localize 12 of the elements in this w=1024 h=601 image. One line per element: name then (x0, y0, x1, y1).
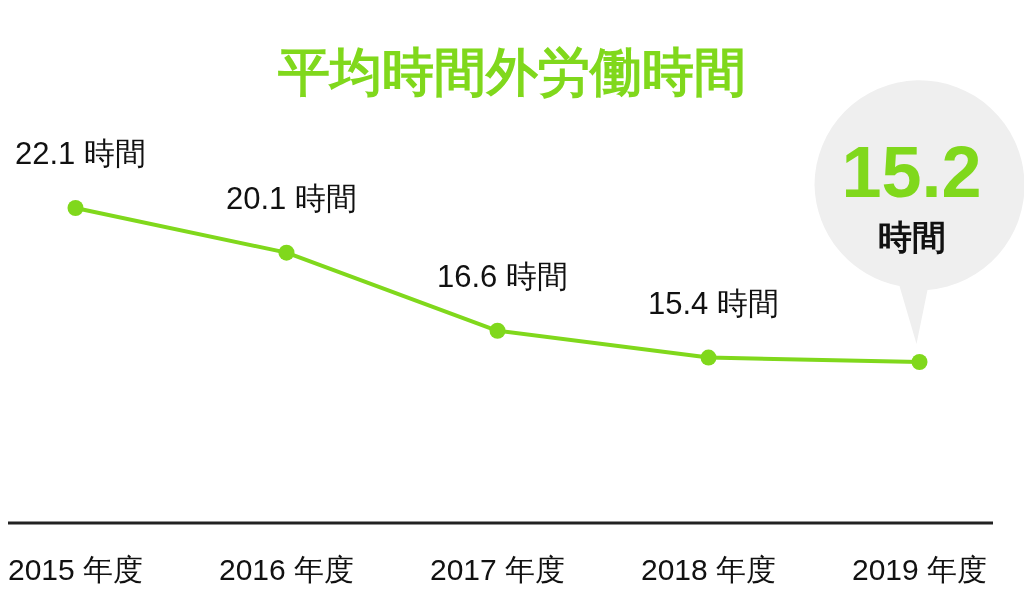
title: 平均時間外労働時間 (278, 43, 746, 101)
x-tick: 2015 年度 (7, 553, 144, 586)
x-tick: 2016 年度 (218, 553, 355, 586)
value-label: 時間 (877, 218, 946, 256)
value-label: 20.1 時間 (226, 180, 357, 216)
value-label: 15.2 (841, 132, 982, 212)
x-tick: 2018 年度 (640, 553, 777, 586)
value-label: 15.4 時間 (648, 285, 779, 321)
x-tick: 2019 年度 (851, 553, 988, 586)
x-tick: 2017 年度 (429, 553, 566, 586)
value-label: 22.1 時間 (15, 136, 146, 171)
value-label: 16.6 時間 (437, 258, 568, 294)
